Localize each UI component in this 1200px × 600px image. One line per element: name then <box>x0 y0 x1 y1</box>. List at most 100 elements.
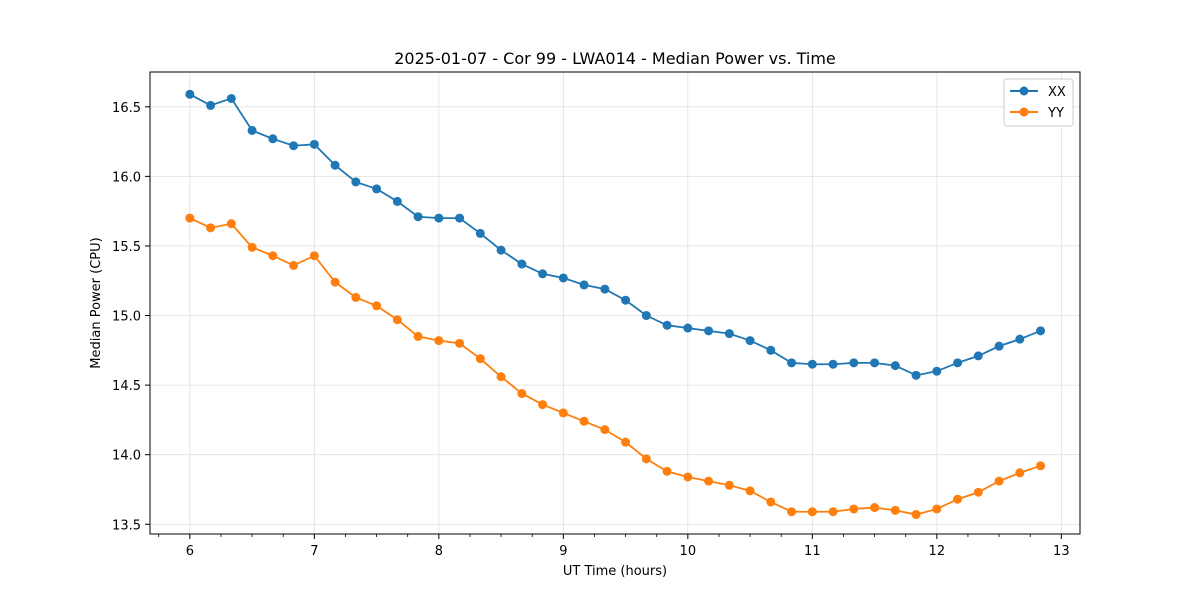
data-point-xx <box>206 100 216 110</box>
data-point-yy <box>226 219 236 229</box>
data-point-yy <box>704 476 714 486</box>
data-point-yy <box>828 507 838 517</box>
data-point-xx <box>807 359 817 369</box>
data-point-xx <box>683 323 693 333</box>
axis-ticks: 6 7 8 9 10 11 12 13 13.5 14.0 14.5 15.0 15.5 16.0 16.5 <box>112 101 1070 559</box>
data-point-xx <box>372 184 382 194</box>
data-point-yy <box>538 400 548 410</box>
grid <box>150 72 1080 534</box>
data-point-xx <box>994 341 1004 351</box>
y-tick-label: 14.0 <box>112 449 141 464</box>
data-point-yy <box>185 213 195 223</box>
data-point-xx <box>558 273 568 283</box>
x-tick-label: 9 <box>559 544 567 559</box>
x-tick-label: 11 <box>804 544 821 559</box>
data-point-yy <box>662 466 672 476</box>
data-point-yy <box>579 416 589 426</box>
legend-marker-yy <box>1019 107 1029 117</box>
chart-title: 2025-01-07 - Cor 99 - LWA014 - Median Po… <box>394 49 836 68</box>
data-point-xx <box>600 284 610 294</box>
data-point-xx <box>1036 326 1046 336</box>
data-point-yy <box>1036 461 1046 471</box>
data-point-yy <box>434 336 444 346</box>
data-point-yy <box>600 425 610 435</box>
data-point-xx <box>579 280 589 290</box>
data-point-xx <box>704 326 714 336</box>
data-point-xx <box>870 358 880 368</box>
data-point-xx <box>932 366 942 376</box>
data-point-xx <box>434 213 444 223</box>
y-axis-label: Median Power (CPU) <box>89 237 104 368</box>
x-axis-label: UT Time (hours) <box>563 564 667 579</box>
data-point-xx <box>745 336 755 346</box>
data-point-xx <box>330 160 340 170</box>
data-point-yy <box>289 260 299 270</box>
data-point-yy <box>268 251 278 261</box>
data-point-yy <box>372 301 382 311</box>
series-xx <box>185 89 1046 380</box>
data-point-xx <box>890 361 900 371</box>
data-point-xx <box>455 213 465 223</box>
data-point-yy <box>621 437 631 447</box>
data-point-yy <box>392 315 402 325</box>
data-point-yy <box>870 503 880 513</box>
data-point-yy <box>911 510 921 520</box>
data-point-xx <box>517 259 527 269</box>
data-point-xx <box>289 141 299 151</box>
series-line-xx <box>189 93 1041 377</box>
data-point-yy <box>496 372 506 382</box>
data-point-yy <box>1015 468 1025 478</box>
x-tick-label: 10 <box>680 544 697 559</box>
data-point-xx <box>309 139 319 149</box>
data-point-xx <box>766 345 776 355</box>
data-point-yy <box>724 480 734 490</box>
x-tick-label: 13 <box>1053 544 1070 559</box>
y-tick-label: 15.5 <box>112 240 141 255</box>
data-point-xx <box>247 125 257 135</box>
data-point-yy <box>683 472 693 482</box>
data-point-xx <box>392 196 402 206</box>
data-point-yy <box>973 487 983 497</box>
series-line-yy <box>189 217 1041 516</box>
series-yy <box>185 213 1046 520</box>
y-tick-label: 16.5 <box>112 101 141 116</box>
data-point-yy <box>475 354 485 364</box>
data-point-xx <box>1015 334 1025 344</box>
data-point-yy <box>787 507 797 517</box>
data-point-yy <box>932 504 942 514</box>
data-point-xx <box>475 228 485 238</box>
series-layer <box>185 89 1046 520</box>
plot-frame <box>149 71 1081 535</box>
data-point-yy <box>890 505 900 515</box>
y-tick-label: 16.0 <box>112 170 141 185</box>
data-point-xx <box>953 358 963 368</box>
legend-label-yy: YY <box>1047 106 1064 121</box>
data-point-xx <box>268 134 278 144</box>
x-tick-label: 12 <box>929 544 946 559</box>
data-point-xx <box>226 93 236 103</box>
data-point-yy <box>766 497 776 507</box>
legend-marker-xx <box>1019 86 1029 96</box>
y-tick-label: 13.5 <box>112 518 141 533</box>
data-point-yy <box>558 408 568 418</box>
data-point-xx <box>911 370 921 380</box>
data-point-xx <box>496 245 506 255</box>
data-point-yy <box>413 331 423 341</box>
data-point-yy <box>953 494 963 504</box>
data-point-xx <box>641 311 651 321</box>
data-point-xx <box>351 177 361 187</box>
data-point-yy <box>745 486 755 496</box>
data-point-yy <box>455 338 465 348</box>
data-point-xx <box>413 212 423 222</box>
x-tick-label: 7 <box>310 544 318 559</box>
data-point-yy <box>309 251 319 261</box>
data-point-yy <box>994 476 1004 486</box>
data-point-yy <box>517 388 527 398</box>
data-point-yy <box>641 454 651 464</box>
legend: XX YY <box>1003 78 1074 127</box>
x-tick-label: 6 <box>186 544 194 559</box>
data-point-xx <box>849 358 859 368</box>
data-point-xx <box>787 358 797 368</box>
data-point-xx <box>828 359 838 369</box>
data-point-yy <box>206 223 216 233</box>
